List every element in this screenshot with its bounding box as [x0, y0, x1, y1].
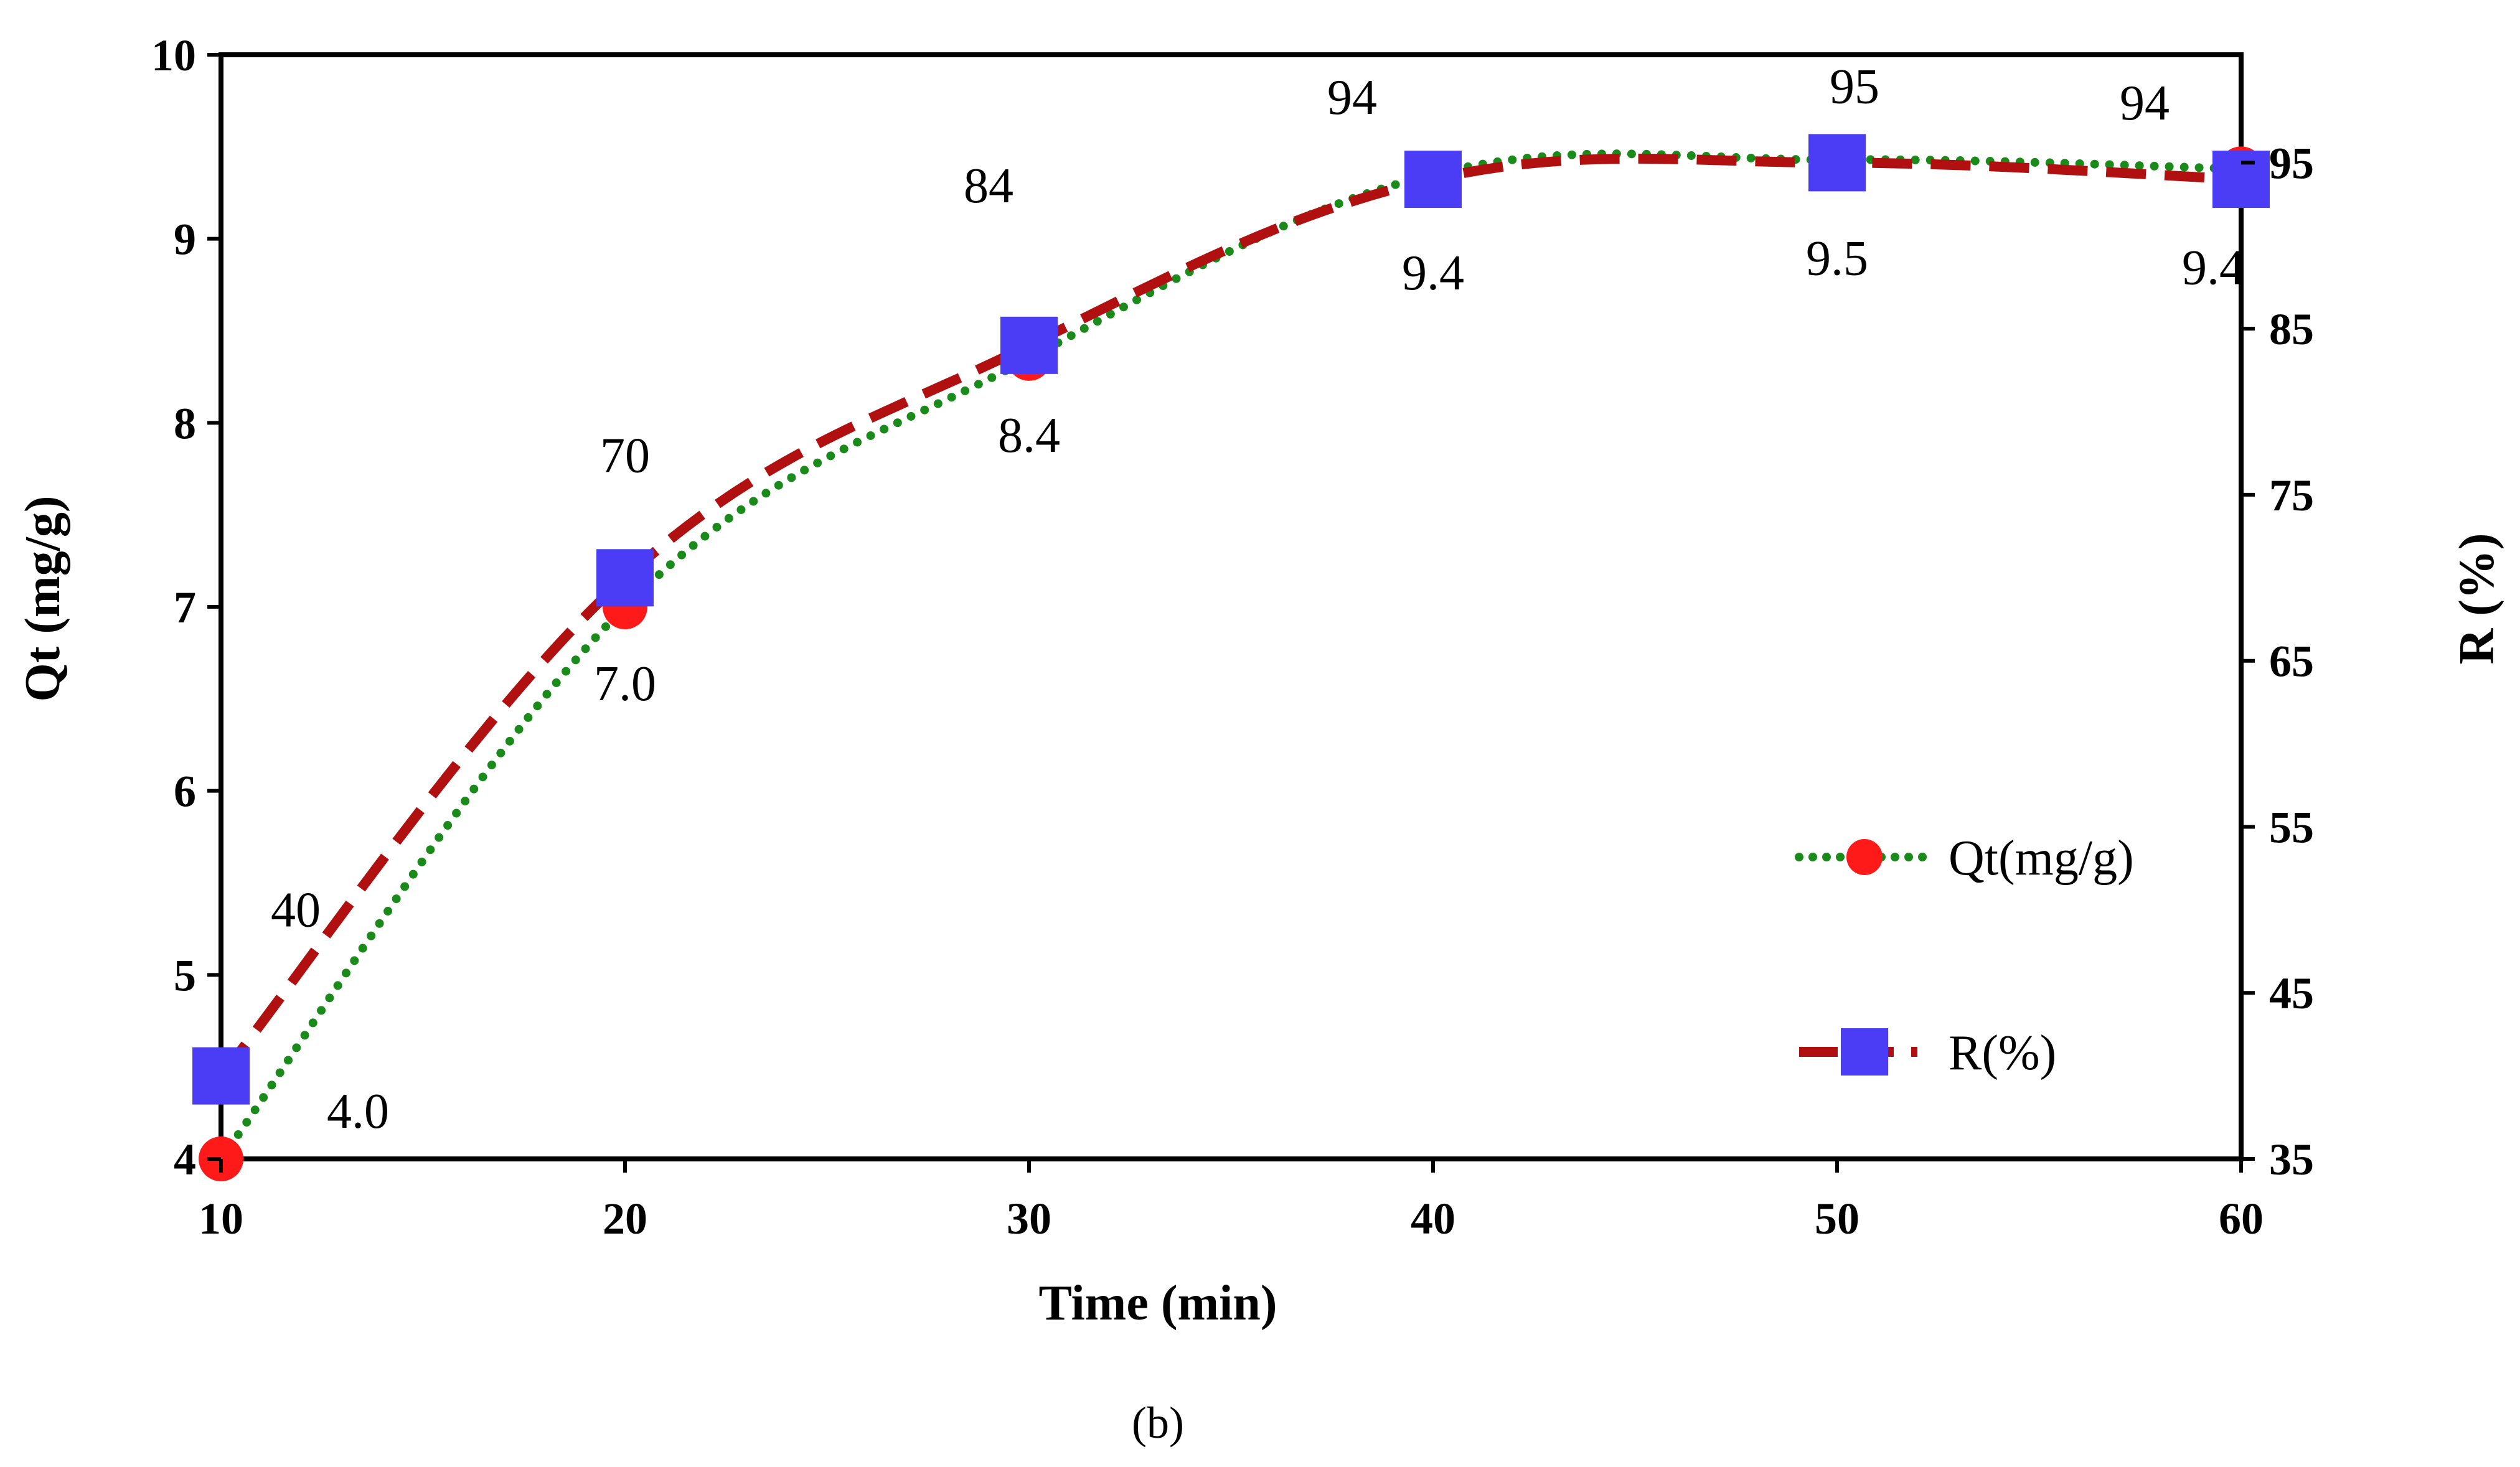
y2-tick-label: 65	[2269, 637, 2314, 687]
r-data-label: 84	[964, 159, 1013, 213]
r-data-label: 94	[1327, 70, 1377, 125]
y-tick-label: 9	[174, 215, 196, 265]
y2-tick-label: 55	[2269, 802, 2314, 852]
markers	[192, 134, 2270, 1181]
x-tick-label: 30	[1007, 1194, 1051, 1244]
y-axis-title: Qt (mg/g)	[16, 495, 70, 701]
qt-data-label: 4.0	[327, 1084, 389, 1139]
y2-axis-title: R (%)	[2450, 533, 2504, 664]
qt-data-label: 7.0	[594, 657, 656, 711]
r-point	[1404, 151, 1462, 209]
plot-frame	[219, 52, 2244, 1161]
y2-tick-label: 85	[2269, 304, 2314, 354]
x-tick-label: 20	[603, 1194, 647, 1244]
y2-tick-label: 95	[2269, 138, 2314, 188]
y2-tick-label: 75	[2269, 471, 2314, 520]
data-labels: 4.0 7.0 8.4 9.4 9.5 9.4 40 70 84 94 95 94	[271, 59, 2244, 1139]
r-point	[596, 549, 654, 607]
qt-data-label: 9.4	[1402, 246, 1464, 301]
qt-data-label: 9.5	[1806, 232, 1868, 286]
y-tick-label: 8	[174, 398, 196, 448]
y-tick-label: 5	[174, 950, 196, 1000]
r-data-label: 94	[2120, 76, 2170, 131]
y-tick-label: 4	[174, 1135, 196, 1184]
plot-border	[219, 52, 2244, 1161]
series-r-line	[217, 153, 2242, 1079]
legend-qt-marker	[1846, 839, 1883, 875]
y2-tick-label: 35	[2269, 1135, 2314, 1184]
r-data-label: 70	[600, 428, 650, 483]
y2-tick-label: 45	[2269, 968, 2314, 1018]
qt-data-label: 8.4	[998, 408, 1060, 463]
y-tick-label: 6	[174, 767, 196, 817]
r-point	[192, 1047, 250, 1105]
qt-data-label: 9.4	[2182, 240, 2244, 295]
x-tick-label: 60	[2219, 1194, 2264, 1244]
r-data-label: 40	[271, 883, 321, 938]
legend: Qt(mg/g) R(%)	[1795, 831, 2134, 1080]
x-tick-label: 40	[1411, 1194, 1455, 1244]
y-tick-label: 7	[174, 583, 196, 632]
x-tick-label: 10	[199, 1194, 243, 1244]
series-qt-line	[217, 149, 2245, 1163]
x-axis-title: Time (min)	[1039, 1276, 1277, 1331]
r-point	[1000, 316, 1058, 374]
r-point	[2212, 151, 2270, 209]
legend-qt-label: Qt(mg/g)	[1949, 831, 2134, 886]
figure-caption: (b)	[1132, 1398, 1184, 1448]
series-lines	[217, 149, 2245, 1163]
r-point	[1808, 134, 1866, 192]
r-data-label: 95	[1830, 59, 1879, 114]
legend-r-marker	[1841, 1028, 1888, 1076]
legend-r-label: R(%)	[1949, 1026, 2056, 1080]
y-tick-label: 10	[151, 30, 196, 80]
x-tick-label: 50	[1815, 1194, 1859, 1244]
